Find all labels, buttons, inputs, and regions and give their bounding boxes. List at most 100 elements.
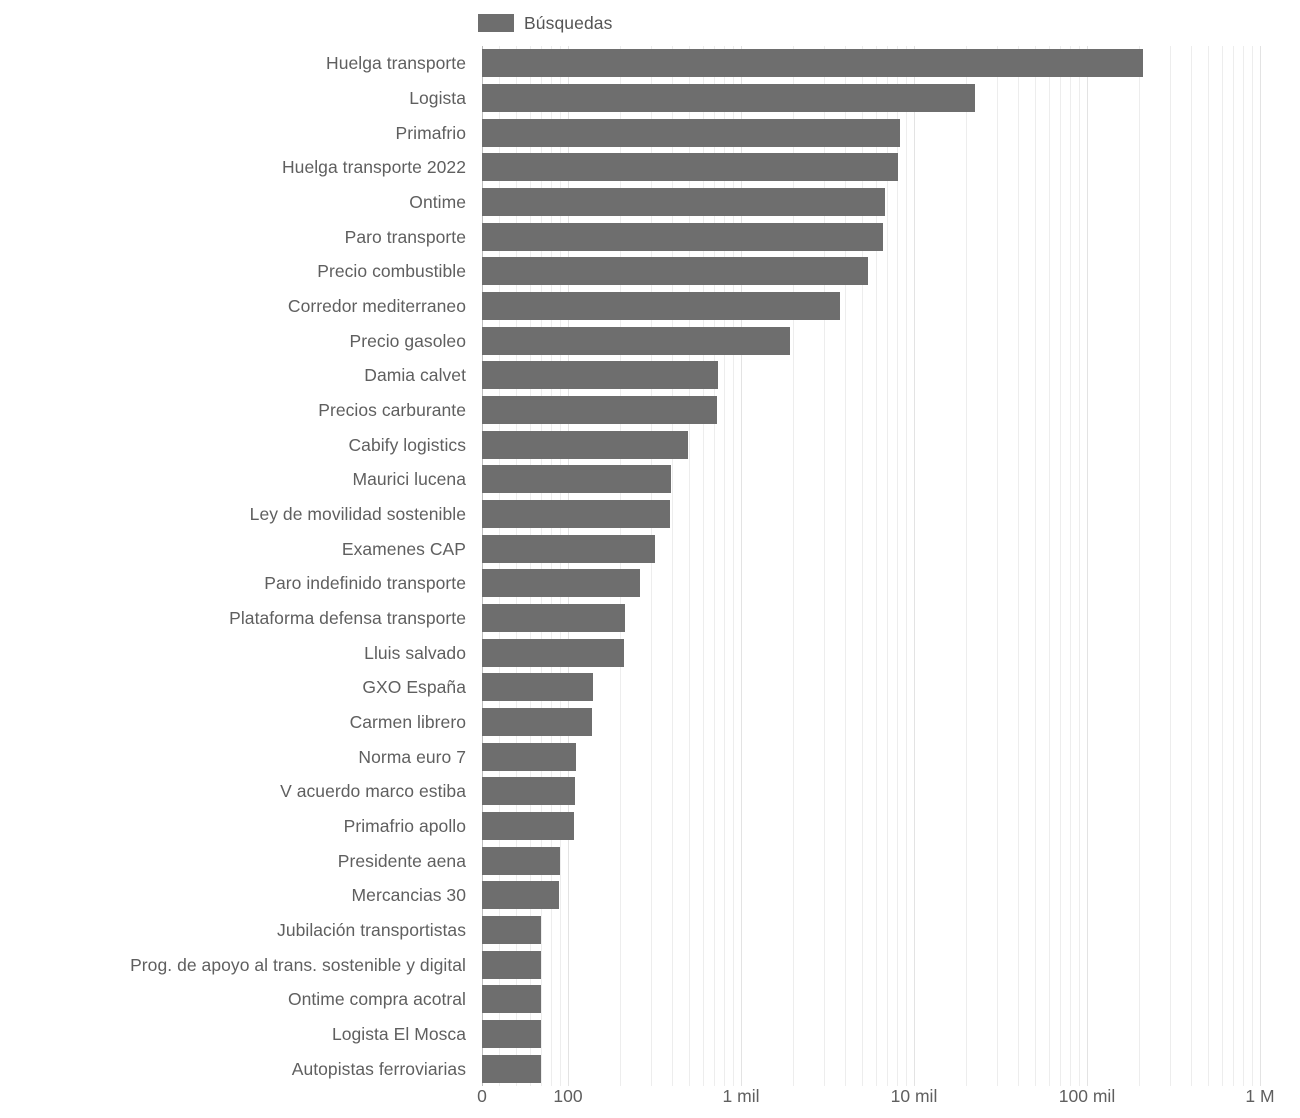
bar[interactable] [482, 638, 624, 667]
y-axis-category-label: Logista El Mosca [331, 1024, 466, 1044]
bar[interactable] [482, 812, 574, 840]
bar[interactable] [482, 534, 655, 563]
y-axis-category-label: Maurici lucena [352, 469, 466, 490]
bar-row [482, 534, 1290, 563]
y-axis-category-label: Primafrio [395, 122, 466, 143]
y-axis-category-labels: Huelga transporte Logista Primafrio Huelga … [0, 46, 474, 1086]
bar[interactable] [482, 742, 576, 771]
bar-row [482, 985, 1290, 1014]
bar-row [482, 361, 1290, 390]
bar-row [482, 881, 1290, 910]
bar-row [482, 153, 1290, 182]
bar-row [482, 292, 1290, 320]
bar-row [482, 1054, 1290, 1083]
bar-row [482, 638, 1290, 667]
chart-legend[interactable]: Búsquedas [478, 10, 612, 36]
bar-row [482, 500, 1290, 528]
bar-row [482, 708, 1290, 736]
bar[interactable] [482, 673, 593, 702]
y-axis-category-label: Huelga transporte 2022 [281, 157, 466, 178]
y-axis-category-label: Plataforma defensa transporte [229, 608, 466, 628]
y-axis-category-label: Carmen librero [349, 712, 466, 732]
bar-rows [482, 46, 1290, 1086]
bar[interactable] [482, 361, 718, 390]
bar-row [482, 326, 1290, 355]
legend-swatch-busquedas [478, 14, 514, 32]
bar[interactable] [482, 569, 640, 598]
bar[interactable] [482, 188, 885, 216]
y-axis-category-label: Precio gasoleo [349, 330, 466, 351]
x-axis-tick-labels: 0 100 1 mil 10 mil 100 mil 1 M [477, 1086, 1290, 1116]
bar-row [482, 257, 1290, 286]
bar[interactable] [482, 222, 883, 251]
bar[interactable] [482, 396, 717, 424]
bar[interactable] [482, 708, 592, 736]
bar[interactable] [482, 153, 898, 182]
y-axis-category-label: Prog. de apoyo al trans. sostenible y di… [130, 954, 466, 975]
bar-row [482, 84, 1290, 112]
bar-row [482, 846, 1290, 875]
y-axis-category-label: Logista [409, 88, 466, 108]
y-axis-category-label: Ontime [409, 192, 466, 212]
y-axis-category-label: Norma euro 7 [358, 746, 466, 767]
bar[interactable] [482, 465, 671, 494]
bar[interactable] [482, 49, 1143, 78]
bar-row [482, 742, 1290, 771]
y-axis-category-label: Ontime compra acotral [287, 989, 466, 1010]
y-axis-category-label: Paro transporte [344, 226, 466, 247]
x-axis-tick-label: 1 M [1245, 1086, 1275, 1106]
bar[interactable] [482, 985, 541, 1014]
plot-area [482, 46, 1290, 1086]
y-axis-category-label: Corredor mediterraneo [287, 296, 466, 316]
y-axis-category-label: Precios carburante [318, 400, 466, 420]
bar[interactable] [482, 950, 541, 979]
y-axis-category-label: Huelga transporte [326, 53, 466, 74]
y-axis-category-label: Cabify logistics [348, 434, 466, 455]
y-axis-category-label: Paro indefinido transporte [264, 573, 466, 594]
y-axis-category-label: Ley de movilidad sostenible [249, 504, 466, 524]
y-axis-category-label: Precio combustible [317, 261, 466, 282]
bar[interactable] [482, 326, 790, 355]
bar-row [482, 118, 1290, 147]
y-axis-category-label: Lluis salvado [364, 642, 466, 663]
bar[interactable] [482, 500, 670, 528]
bar[interactable] [482, 1020, 541, 1048]
y-axis-category-label: GXO España [362, 677, 466, 698]
bar[interactable] [482, 604, 625, 632]
bar[interactable] [482, 430, 688, 459]
y-axis-category-label: Examenes CAP [341, 538, 466, 559]
bar[interactable] [482, 257, 868, 286]
bar[interactable] [482, 84, 975, 112]
y-axis-category-label: V acuerdo marco estiba [280, 781, 466, 802]
bar-row [482, 916, 1290, 944]
bar-row [482, 950, 1290, 979]
y-axis-category-label: Mercancias 30 [351, 885, 466, 906]
bar-row [482, 49, 1290, 78]
bar[interactable] [482, 846, 560, 875]
bar[interactable] [482, 292, 840, 320]
x-axis-tick-label: 10 mil [890, 1086, 938, 1106]
bar[interactable] [482, 881, 559, 910]
x-axis-tick-label: 1 mil [722, 1086, 760, 1106]
legend-label-busquedas: Búsquedas [524, 12, 613, 33]
bar[interactable] [482, 118, 900, 147]
bar-row [482, 430, 1290, 459]
x-axis-tick-label: 0 [477, 1086, 487, 1106]
bar-row [482, 1020, 1290, 1048]
y-axis-category-label: Jubilación transportistas [277, 920, 466, 940]
bar-row [482, 396, 1290, 424]
bar-row [482, 673, 1290, 702]
bar-row [482, 777, 1290, 806]
bar-row [482, 222, 1290, 251]
bar-row [482, 812, 1290, 840]
bar-row [482, 604, 1290, 632]
bar-row [482, 188, 1290, 216]
x-axis-tick-label: 100 mil [1058, 1086, 1116, 1106]
bar[interactable] [482, 916, 541, 944]
x-axis-tick-label: 100 [553, 1086, 583, 1106]
y-axis-category-label: Primafrio apollo [343, 816, 466, 836]
bar[interactable] [482, 1054, 541, 1083]
bar-row [482, 569, 1290, 598]
bar[interactable] [482, 777, 575, 806]
